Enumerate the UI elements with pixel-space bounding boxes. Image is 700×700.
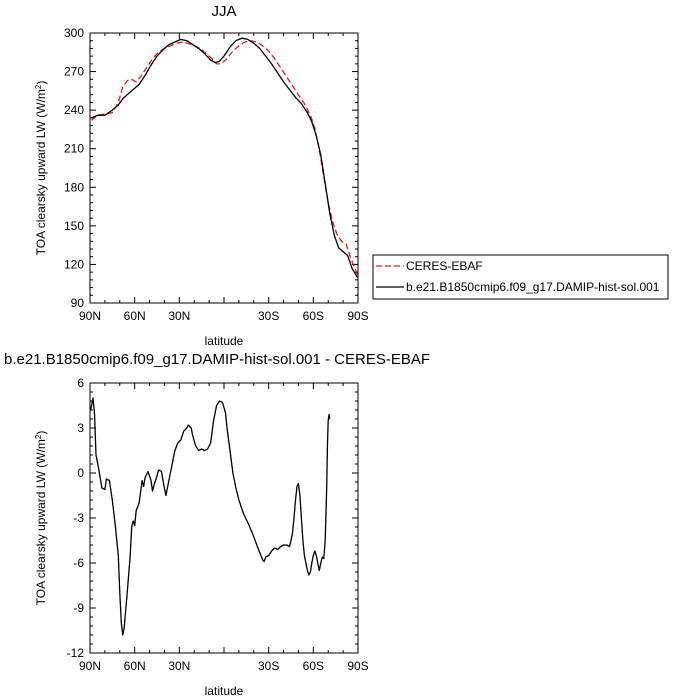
x-tick-label: 30S (258, 309, 279, 323)
x-tick-label: 90N (79, 309, 101, 323)
y-tick-label: -9 (73, 601, 84, 615)
y-tick-label: -12 (67, 646, 85, 660)
bottom-chart: b.e21.B1850cmip6.f09_g17.DAMIP-hist-sol.… (4, 351, 430, 698)
x-tick-label: 90N (79, 659, 101, 673)
legend-box (372, 254, 669, 300)
x-tick-label: 30N (168, 659, 190, 673)
top-y-axis-label: TOA clearsky upward LW (W/m2) (34, 81, 48, 256)
y-tick-label: -6 (73, 556, 84, 570)
top-chart-title: JJA (211, 3, 236, 20)
bottom-y-axis-label: TOA clearsky upward LW (W/m2) (34, 431, 48, 606)
legend-label-ceres: CERES-EBAF (406, 259, 483, 273)
x-tick-label: 60N (124, 309, 146, 323)
top-plot-frame (89, 32, 359, 304)
series-line-0-0 (91, 40, 358, 275)
bottom-plot-frame (89, 382, 359, 654)
y-tick-label: 270 (64, 65, 84, 79)
y-tick-label: 0 (77, 466, 84, 480)
legend: CERES-EBAF b.e21.B1850cmip6.f09_g17.DAMI… (372, 254, 669, 300)
x-tick-label: 60N (124, 659, 146, 673)
y-tick-label: 90 (71, 296, 85, 310)
y-tick-label: 210 (64, 142, 84, 156)
top-series-group (91, 37, 358, 278)
series-line-1-0 (90, 397, 331, 636)
y-tick-label: 6 (77, 376, 84, 390)
x-tick-label: 60S (303, 659, 324, 673)
y-tick-label: -3 (73, 511, 84, 525)
y-tick-label: 180 (64, 180, 84, 194)
x-tick-label: 30N (168, 309, 190, 323)
y-tick-label: 3 (77, 421, 84, 435)
x-tick-label: 90S (347, 659, 368, 673)
bottom-series-group (90, 397, 331, 636)
bottom-axis-ticks (89, 382, 359, 654)
top-axis-ticks (89, 32, 359, 304)
top-tick-labels: 90N 60N 30N 30S 60S 90S 90 120 150 180 210 240 270 30… (64, 26, 369, 323)
legend-label-model: b.e21.B1850cmip6.f09_g17.DAMIP-hist-sol.… (406, 280, 660, 294)
x-tick-label: 60S (303, 309, 324, 323)
top-chart: JJA 90N 60N 30N 30S 60S 90S 90 120 150 180 210 240 2… (34, 3, 669, 348)
x-tick-label: 30S (258, 659, 279, 673)
bottom-tick-labels: 90N 60N 30N 30S 60S 90S -12 -9 -6 -3 0 3 6 (67, 376, 369, 673)
series-line-0-1 (91, 37, 358, 278)
x-tick-label: 90S (347, 309, 368, 323)
y-tick-label: 300 (64, 26, 84, 40)
bottom-chart-title: b.e21.B1850cmip6.f09_g17.DAMIP-hist-sol.… (4, 351, 430, 368)
y-tick-label: 240 (64, 103, 84, 117)
y-tick-label: 150 (64, 219, 84, 233)
top-x-axis-label: latitude (205, 334, 244, 348)
bottom-x-axis-label: latitude (205, 684, 244, 698)
y-tick-label: 120 (64, 257, 84, 271)
